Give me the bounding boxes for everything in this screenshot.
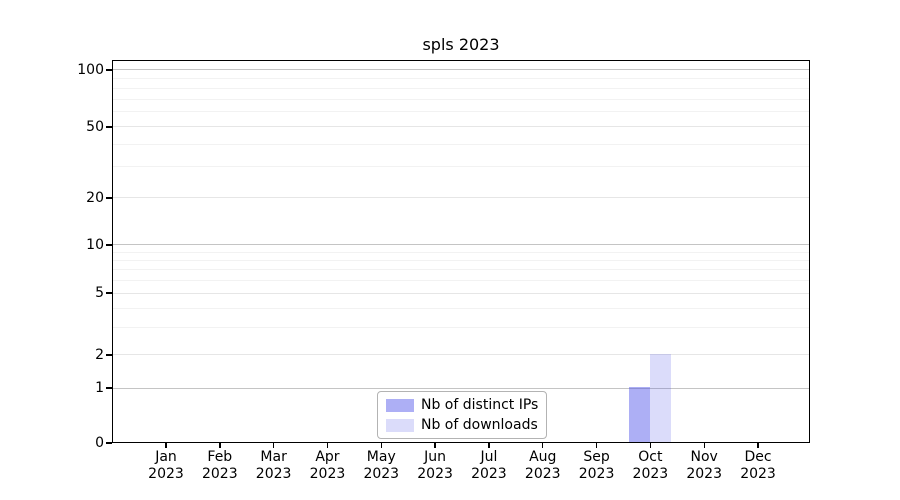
x-tick-mark	[649, 443, 652, 448]
x-tick-mark	[380, 443, 382, 448]
minor-gridline	[113, 269, 809, 271]
legend: Nb of distinct IPs Nb of downloads	[377, 391, 548, 439]
x-tick-label: Aug 2023	[524, 449, 561, 482]
legend-label: Nb of distinct IPs	[421, 397, 539, 413]
x-tick-label: Nov 2023	[686, 449, 722, 482]
x-tick-mark	[165, 443, 167, 448]
y-tick-mark	[106, 69, 112, 71]
x-tick-label: Apr 2023	[309, 449, 346, 482]
major-gridline	[113, 292, 809, 294]
legend-swatch	[386, 398, 414, 412]
x-tick-label: Dec 2023	[740, 449, 776, 482]
minor-gridline	[113, 259, 809, 261]
y-tick-mark	[106, 244, 112, 246]
minor-gridline	[113, 98, 809, 100]
y-tick-mark	[106, 387, 112, 389]
y-tick-mark	[106, 197, 112, 199]
legend-item: Nb of distinct IPs	[386, 396, 538, 414]
x-tick-label: Jul 2023	[471, 449, 507, 482]
y-tick-label: 100	[77, 61, 104, 78]
y-tick-label: 50	[86, 118, 104, 135]
x-tick-label: Mar 2023	[255, 449, 292, 482]
y-tick-mark	[106, 292, 112, 294]
major-gridline	[113, 387, 809, 389]
minor-gridline	[113, 279, 809, 281]
major-gridline	[113, 354, 809, 356]
y-tick-label: 5	[95, 285, 104, 302]
y-tick-label: 10	[86, 236, 104, 253]
x-tick-mark	[219, 443, 221, 448]
major-gridline	[113, 197, 809, 199]
x-tick-label: Feb 2023	[201, 449, 238, 482]
major-gridline	[113, 244, 809, 246]
x-tick-label: Oct 2023	[632, 449, 669, 482]
y-tick-label: 20	[86, 189, 104, 206]
y-tick-label: 1	[95, 380, 104, 396]
x-tick-mark	[488, 443, 490, 448]
legend-item: Nb of downloads	[386, 416, 538, 434]
legend-swatch	[386, 418, 414, 432]
y-tick-label: 2	[95, 346, 104, 363]
bar-nb-of-distinct-ips	[628, 387, 650, 442]
x-tick-mark	[272, 443, 275, 448]
bar-nb-of-downloads	[649, 354, 671, 442]
y-tick-mark	[106, 126, 112, 128]
x-tick-label: Jan 2023	[148, 449, 184, 482]
major-gridline	[113, 69, 809, 71]
minor-gridline	[113, 143, 809, 145]
x-tick-mark	[595, 443, 598, 448]
minor-gridline	[113, 327, 809, 329]
y-tick-mark	[106, 442, 112, 444]
x-tick-label: Jun 2023	[417, 449, 453, 482]
minor-gridline	[113, 111, 809, 113]
x-tick-mark	[757, 443, 759, 448]
y-tick-label: 0	[95, 435, 104, 451]
minor-gridline	[113, 87, 809, 89]
major-gridline	[113, 126, 809, 128]
x-tick-mark	[326, 443, 329, 448]
minor-gridline	[113, 251, 809, 253]
x-tick-mark	[434, 443, 436, 448]
minor-gridline	[113, 78, 809, 80]
y-tick-mark	[106, 354, 112, 356]
plot-area	[112, 60, 810, 443]
legend-label: Nb of downloads	[421, 417, 538, 433]
x-tick-mark	[703, 443, 705, 448]
x-tick-label: Sep 2023	[578, 449, 615, 482]
minor-gridline	[113, 307, 809, 309]
x-tick-mark	[542, 443, 544, 448]
minor-gridline	[113, 166, 809, 168]
chart-title: spls 2023	[422, 35, 500, 54]
x-tick-label: May 2023	[363, 449, 400, 482]
